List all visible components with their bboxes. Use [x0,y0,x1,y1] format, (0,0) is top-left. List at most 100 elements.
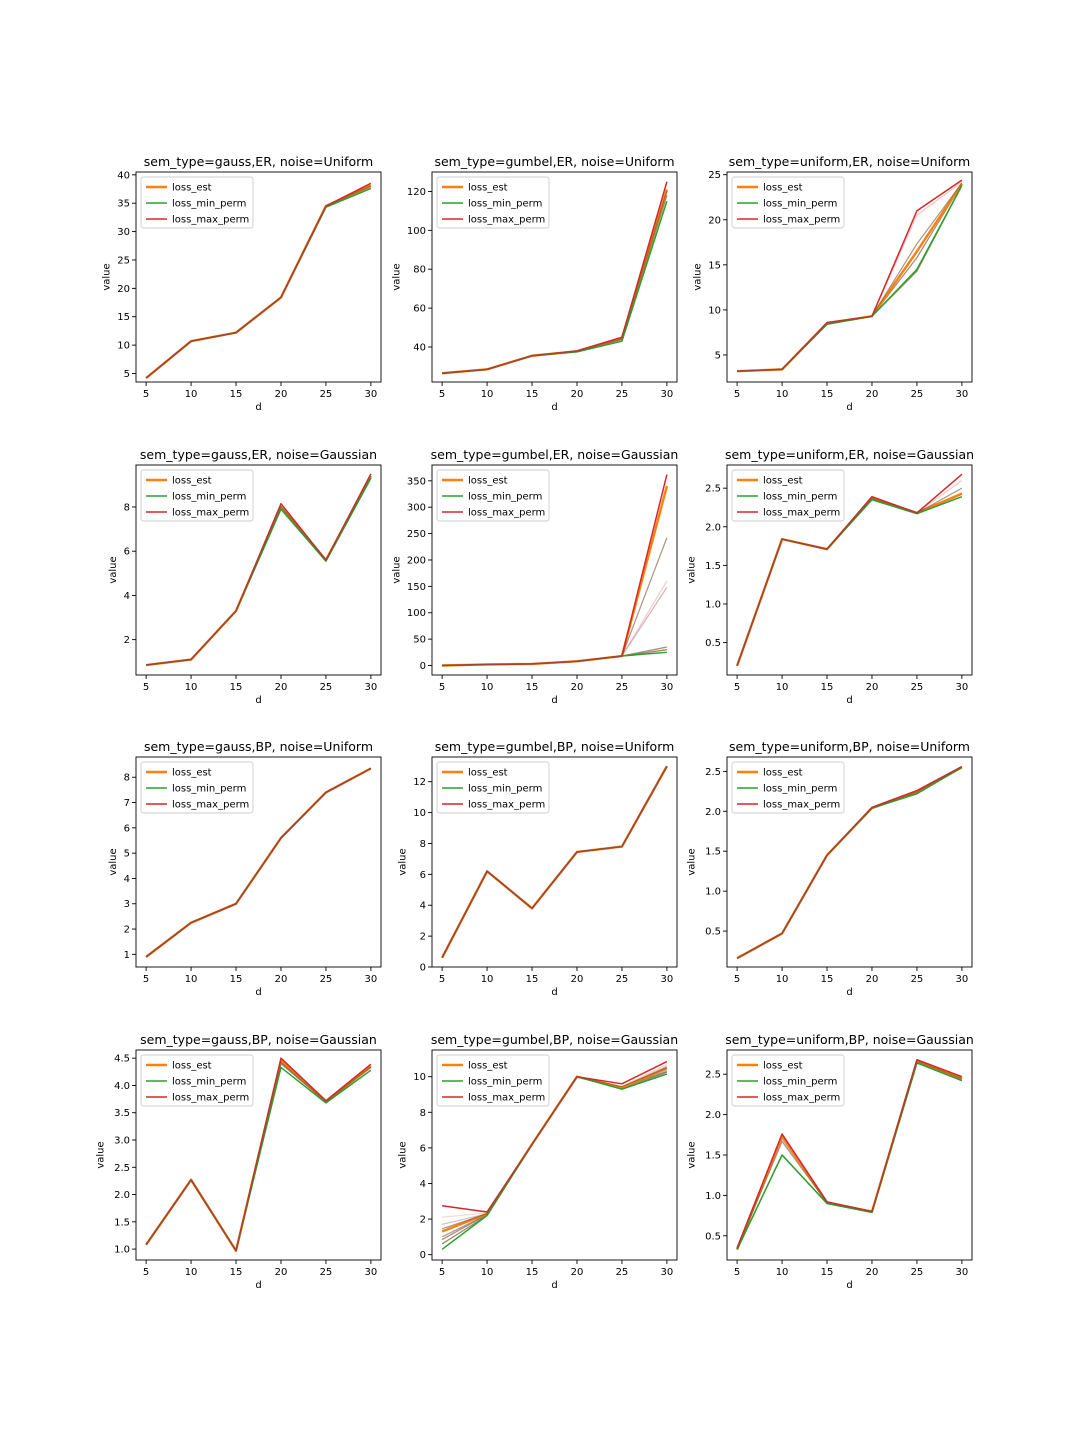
y-tick-label: 4.5 [114,1054,130,1065]
y-tick-label: 0.5 [705,1231,721,1242]
legend-label-loss_min_perm: loss_min_perm [468,199,542,210]
legend-label-loss_min_perm: loss_min_perm [172,199,246,210]
subplot-5: sem_type=gumbel,ER, noise=Gaussian 5 10 15 2… [391,447,678,706]
y-tick-label: 3 [124,899,130,910]
legend-label-loss_max_perm: loss_max_perm [172,215,249,226]
plot-lines [442,181,669,375]
plot-lines [737,179,963,373]
y-tick-label: 6 [124,823,130,834]
x-tick-label: 30 [956,389,969,400]
y-tick-label: 10 [413,808,426,819]
y-tick-label: 40 [117,170,130,181]
axes-frame [135,464,382,676]
x-tick-label: 15 [526,682,539,693]
y-tick-label: 100 [407,226,426,237]
legend-box [731,469,845,522]
legend-label-loss_max_perm: loss_max_perm [468,508,545,519]
x-tick-label: 20 [571,682,584,693]
y-axis-label: value [398,848,409,875]
y-axis-label: value [108,848,119,875]
y-tick-label: 60 [413,304,426,315]
plot-lines [145,182,372,379]
mean-line [441,1067,668,1230]
y-tick-label: 1.5 [705,1151,721,1162]
y-tick-label: 0.5 [705,638,721,649]
plot-lines [145,767,372,958]
mean-line [145,767,372,958]
x-tick-label: 25 [911,974,924,985]
legend-label-loss_min_perm: loss_min_perm [763,492,837,503]
legend-label-loss_max_perm: loss_max_perm [763,215,840,226]
subplot-title: sem_type=gauss,BP, noise=Uniform [144,739,373,754]
y-tick-label: 0 [420,963,426,974]
legend-label-loss_est: loss_est [468,768,508,779]
y-axis-label: value [686,1141,697,1168]
subplot-title: sem_type=gumbel,BP, noise=Gaussian [431,1032,678,1047]
legend-label-loss_min_perm: loss_min_perm [172,492,246,503]
legend-label-loss_max_perm: loss_max_perm [172,800,249,811]
axes-frame [431,464,678,676]
x-tick-label: 20 [866,974,879,985]
subplot-11: sem_type=gumbel,BP, noise=Gaussian 5 10 15 2… [398,1032,679,1291]
subplot-4: sem_type=gauss,ER, noise=Gaussian 5 10 15 20… [108,447,382,706]
subplot-title: sem_type=gumbel,BP, noise=Uniform [435,739,675,754]
x-tick-label: 10 [185,682,198,693]
mean-line [145,185,372,379]
y-tick-label: 8 [420,839,426,850]
x-tick-label: 5 [734,389,740,400]
legend-label-loss_max_perm: loss_max_perm [468,215,545,226]
y-tick-label: 120 [407,187,426,198]
y-tick-label: 3.0 [114,1136,130,1147]
y-tick-label: 200 [407,555,426,566]
y-tick-label: 2.0 [705,522,721,533]
x-tick-label: 30 [661,1267,674,1278]
y-tick-label: 12 [413,777,426,788]
x-tick-label: 15 [230,974,243,985]
x-tick-label: 20 [275,1267,288,1278]
x-tick-label: 25 [320,974,333,985]
x-tick-label: 5 [734,974,740,985]
x-axis-label: d [255,695,261,706]
axes-frame [431,1049,678,1261]
legend-label-loss_est: loss_est [172,1061,212,1072]
y-tick-label: 2 [420,1215,426,1226]
y-tick-label: 15 [117,312,130,323]
y-tick-label: 2.5 [114,1163,130,1174]
axes-frame [135,1049,382,1261]
y-axis-label: value [391,263,402,290]
axes-frame [135,756,382,968]
subplot-title: sem_type=gumbel,ER, noise=Uniform [434,154,674,169]
x-tick-label: 5 [143,1267,149,1278]
y-tick-label: 2 [420,932,426,943]
legend: loss_est loss_min_perm loss_max_perm [731,176,845,229]
legend: loss_est loss_min_perm loss_max_perm [731,469,845,522]
y-tick-label: 5 [715,350,721,361]
x-tick-label: 15 [821,682,834,693]
y-tick-label: 8 [124,773,130,784]
x-tick-label: 20 [571,1267,584,1278]
x-tick-label: 20 [866,682,879,693]
series-line-loss_min_perm [736,1062,963,1250]
legend-label-loss_est: loss_est [172,476,212,487]
legend: loss_est loss_min_perm loss_max_perm [436,176,550,229]
x-axis-label: d [551,402,557,413]
mean-line [442,190,668,374]
mean-line [145,1061,372,1253]
x-tick-label: 15 [230,1267,243,1278]
x-tick-label: 25 [911,1267,924,1278]
y-axis-label: value [391,556,402,583]
x-tick-label: 20 [866,389,879,400]
x-tick-label: 30 [661,682,674,693]
y-tick-label: 2 [124,925,130,936]
legend-label-loss_max_perm: loss_max_perm [468,800,545,811]
legend-box [436,761,550,814]
y-tick-label: 4 [420,1179,426,1190]
y-tick-label: 15 [708,260,721,271]
x-tick-label: 5 [143,389,149,400]
legend-label-loss_max_perm: loss_max_perm [763,800,840,811]
y-axis-label: value [398,1141,409,1168]
y-tick-label: 4.0 [114,1081,130,1092]
x-tick-label: 30 [365,389,378,400]
x-tick-label: 30 [365,974,378,985]
